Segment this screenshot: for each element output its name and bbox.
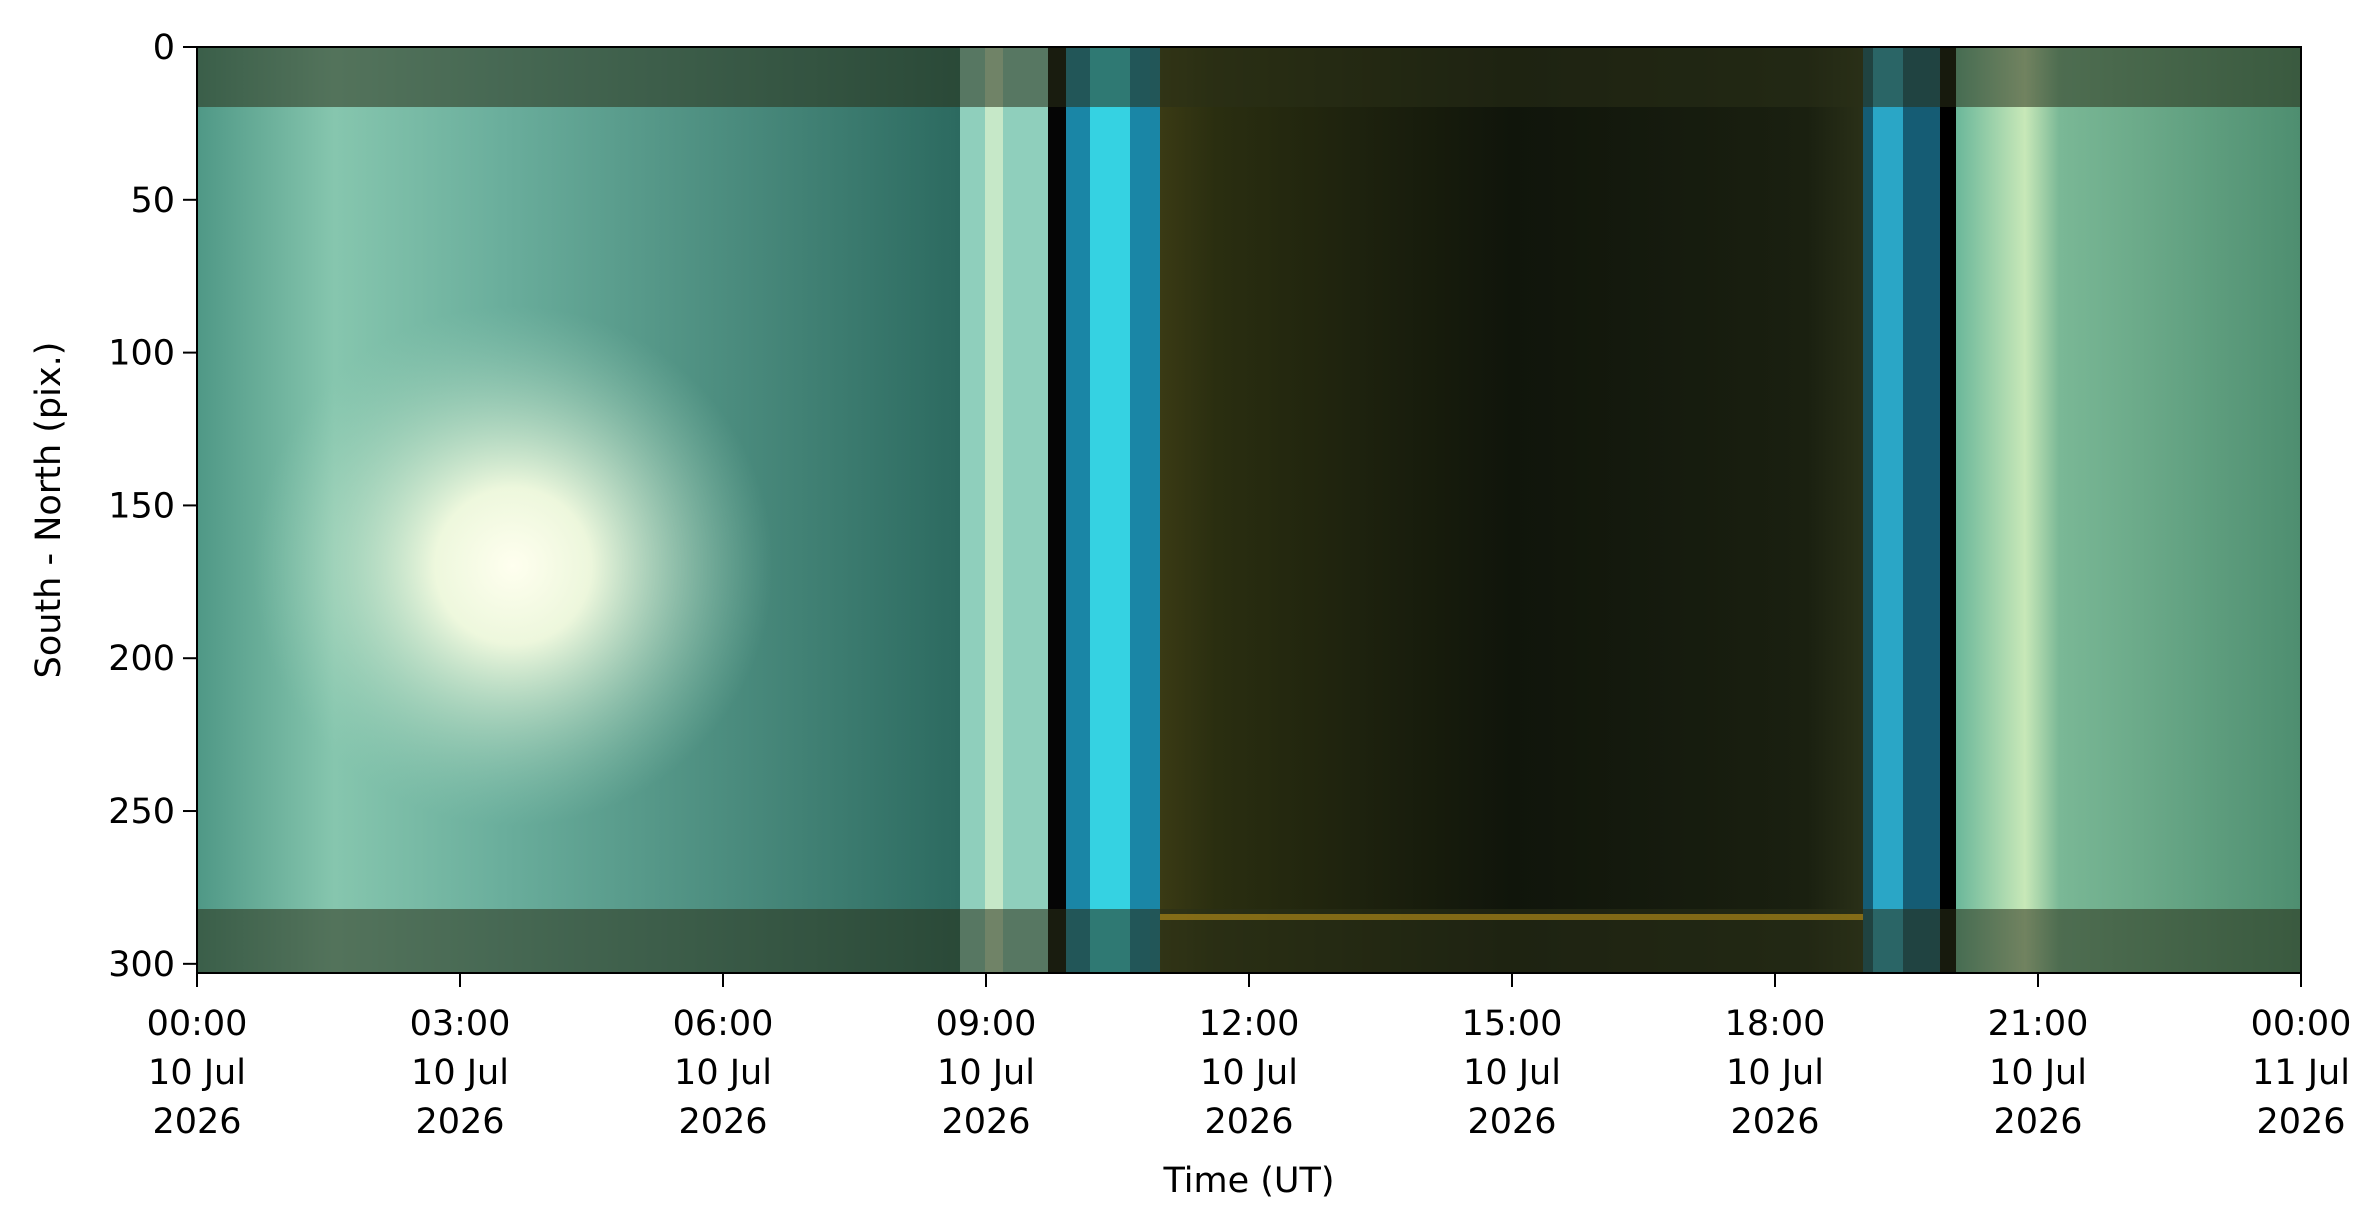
x-tick-label: 2026 xyxy=(2256,1102,2345,1142)
x-tick-label: 2026 xyxy=(152,1102,241,1142)
x-tick-label: 10 Jul xyxy=(1463,1053,1561,1093)
y-tick-label: 250 xyxy=(108,792,175,832)
x-tick-label: 10 Jul xyxy=(1989,1053,2087,1093)
x-tick-label: 06:00 xyxy=(673,1004,774,1044)
x-tick-label: 2026 xyxy=(1993,1102,2082,1142)
x-tick-label: 10 Jul xyxy=(937,1053,1035,1093)
x-tick-label: 18:00 xyxy=(1725,1004,1826,1044)
x-tick-label: 09:00 xyxy=(936,1004,1037,1044)
x-axis-label: Time (UT) xyxy=(1162,1161,1334,1201)
x-tick-label: 2026 xyxy=(941,1102,1030,1142)
x-tick-label: 2026 xyxy=(1467,1102,1556,1142)
y-tick-label: 0 xyxy=(153,28,175,68)
x-tick-label: 03:00 xyxy=(410,1004,511,1044)
y-tick-label: 50 xyxy=(130,181,175,221)
y-tick-label: 150 xyxy=(108,486,175,526)
x-tick-label: 00:00 xyxy=(147,1004,248,1044)
x-tick-label: 10 Jul xyxy=(1726,1053,1824,1093)
y-tick-label: 100 xyxy=(108,334,175,374)
y-tick-label: 300 xyxy=(108,945,175,985)
y-axis-label: South - North (pix.) xyxy=(29,342,69,679)
x-tick-label: 00:00 xyxy=(2251,1004,2352,1044)
y-tick-label: 200 xyxy=(108,639,175,679)
x-tick-label: 10 Jul xyxy=(674,1053,772,1093)
x-tick-label: 2026 xyxy=(415,1102,504,1142)
x-tick-label: 2026 xyxy=(1730,1102,1819,1142)
x-tick-label: 11 Jul xyxy=(2252,1053,2350,1093)
x-tick-label: 10 Jul xyxy=(411,1053,509,1093)
x-tick-label: 10 Jul xyxy=(1200,1053,1298,1093)
x-tick-label: 2026 xyxy=(1204,1102,1293,1142)
x-tick-label: 12:00 xyxy=(1199,1004,1300,1044)
keogram-image xyxy=(197,47,2301,973)
x-tick-label: 2026 xyxy=(678,1102,767,1142)
x-tick-label: 10 Jul xyxy=(148,1053,246,1093)
x-tick-label: 21:00 xyxy=(1988,1004,2089,1044)
x-tick-label: 15:00 xyxy=(1462,1004,1563,1044)
